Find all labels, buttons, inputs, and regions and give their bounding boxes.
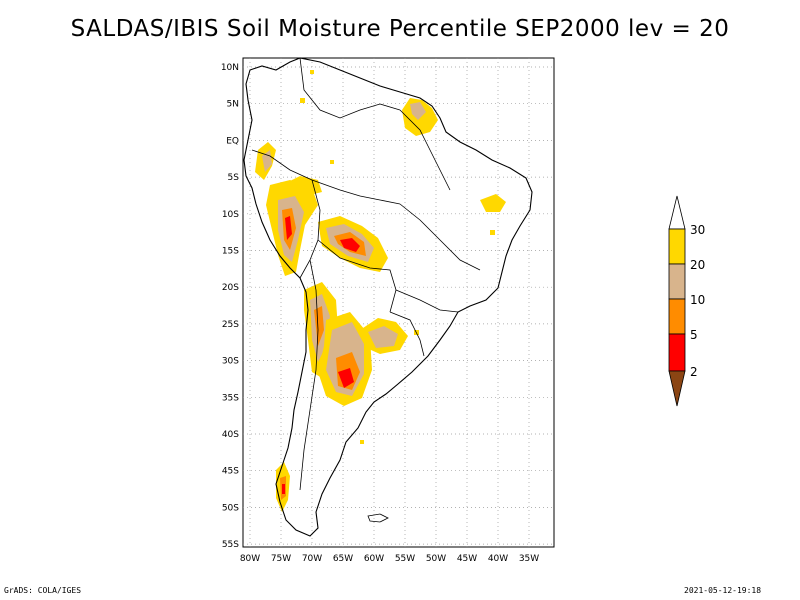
shade-ne-brazil-20-30 — [480, 194, 506, 212]
legend-label-20: 20 — [690, 258, 705, 272]
lon-tick-label: 70W — [302, 554, 322, 564]
lon-tick-label: 80W — [240, 554, 260, 564]
lon-tick-label: 65W — [333, 554, 353, 564]
legend-5-10 — [668, 298, 686, 335]
legend-2-5 — [668, 333, 686, 372]
border-line — [395, 289, 459, 313]
border-line — [299, 57, 401, 119]
lat-tick-label: 45S — [222, 467, 239, 477]
lon-tick-label: 45W — [457, 554, 477, 564]
legend-label-2: 2 — [690, 365, 698, 379]
shade-spot — [360, 440, 364, 444]
lat-tick-label: 30S — [222, 357, 239, 367]
legend-10-20 — [668, 263, 686, 300]
legend-20-30 — [668, 228, 686, 265]
lat-tick-label: 5N — [227, 100, 239, 110]
shade-spot — [490, 230, 495, 235]
falkland-islands — [367, 513, 389, 523]
lat-tick-label: 25S — [222, 320, 239, 330]
shade-bolivia-2-5 — [340, 238, 360, 252]
legend-below-2 — [668, 370, 686, 407]
border-line — [399, 109, 451, 191]
lat-tick-label: 40S — [222, 430, 239, 440]
graticule — [243, 58, 554, 547]
lat-tick-label: 55S — [222, 540, 239, 550]
border-line — [251, 149, 401, 205]
shade-argentina-2-5 — [338, 368, 354, 388]
lat-tick-label: 10N — [221, 63, 239, 73]
longitude-axis: 80W 75W 70W 65W 60W 55W 50W 45W 40W 35W — [240, 554, 539, 564]
shade-peru-north-20-30 — [288, 176, 322, 196]
country-borders — [251, 57, 481, 491]
border-line — [399, 203, 481, 271]
colorbar-legend: 30 20 10 5 2 — [668, 195, 705, 407]
border-line — [389, 311, 425, 357]
footer-credit: GrADS: COLA/IGES — [4, 586, 82, 595]
border-line — [299, 259, 319, 491]
shade-guiana-10-20 — [410, 102, 426, 120]
map-title: SALDAS/IBIS Soil Moisture Percentile SEP… — [70, 16, 730, 42]
legend-label-10: 10 — [690, 293, 705, 307]
lat-tick-label: 50S — [222, 503, 239, 513]
lat-tick-label: 35S — [222, 393, 239, 403]
shade-paraguay-10-20 — [368, 326, 398, 348]
lon-tick-label: 75W — [271, 554, 291, 564]
percentile-shading — [255, 70, 506, 512]
shade-spot — [330, 160, 334, 164]
lat-tick-label: EQ — [226, 136, 239, 146]
lon-tick-label: 60W — [364, 554, 384, 564]
lon-tick-label: 40W — [488, 554, 508, 564]
lon-tick-label: 35W — [519, 554, 539, 564]
shade-patagonia-2-5 — [282, 484, 285, 494]
lat-tick-label: 5S — [228, 173, 240, 183]
border-line — [317, 239, 397, 313]
legend-above-30 — [668, 195, 686, 230]
shade-spot — [300, 98, 305, 103]
shade-andes-5-10 — [314, 306, 324, 346]
coastline — [243, 57, 533, 537]
latitude-axis: 10N 5N EQ 5S 10S 15S 20S 25S 30S 35S 40S 45S 50S 55S — [221, 63, 239, 550]
lat-tick-label: 15S — [222, 247, 239, 257]
lon-tick-label: 50W — [426, 554, 446, 564]
shade-spot — [310, 70, 314, 74]
lon-tick-label: 55W — [395, 554, 415, 564]
shade-peru-2-5 — [285, 216, 292, 240]
lat-tick-label: 20S — [222, 283, 239, 293]
lat-tick-label: 10S — [222, 210, 239, 220]
footer-timestamp: 2021-05-12-19:18 — [684, 586, 762, 595]
plot-frame — [242, 57, 555, 548]
legend-label-5: 5 — [690, 328, 698, 342]
legend-label-30: 30 — [690, 223, 705, 237]
